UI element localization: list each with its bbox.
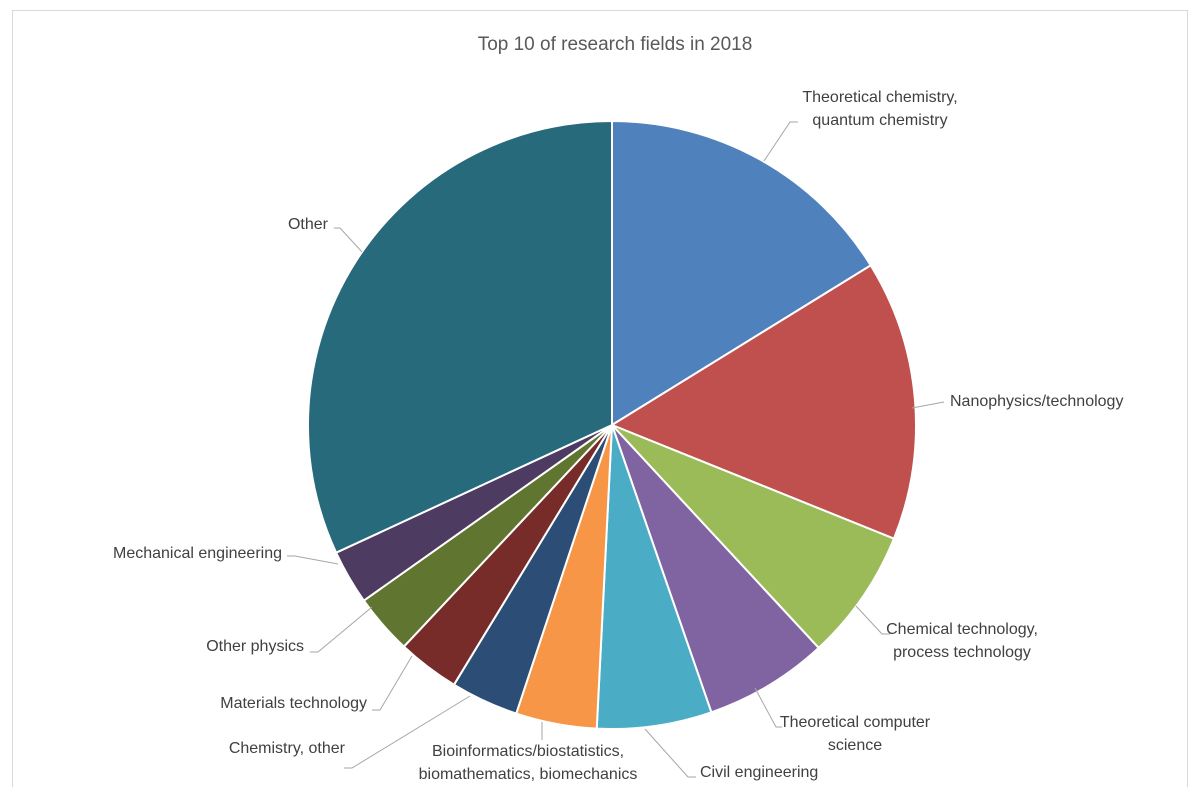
- slice-label: Mechanical engineering: [113, 545, 282, 562]
- slice-label: Theoretical computer science: [780, 714, 931, 754]
- leader-line: [310, 606, 373, 653]
- pie-slice: [609, 263, 917, 540]
- slice-label: Other physics: [206, 638, 304, 655]
- pie-slice: [306, 119, 613, 555]
- slice-label: Materials technology: [220, 695, 367, 712]
- leader-lines: [287, 121, 945, 778]
- chart-title: Top 10 of research fields in 2018: [478, 34, 753, 55]
- leader-line: [855, 605, 890, 635]
- pie-slice: [595, 424, 713, 730]
- pie-slice: [611, 424, 821, 714]
- pie-slice: [611, 119, 873, 427]
- slice-label: Theoretical chemistry, quantum chemistry: [802, 89, 957, 129]
- leader-line: [763, 121, 798, 162]
- leader-line: [372, 655, 413, 711]
- slice-labels: Theoretical chemistry, quantum chemistry N…: [113, 89, 1123, 783]
- pie-slices: [306, 119, 917, 730]
- leader-line: [754, 687, 782, 728]
- leader-line: [334, 227, 363, 253]
- slice-label: Other: [288, 216, 329, 233]
- slice-label: Chemical technology, process technology: [886, 621, 1038, 661]
- slice-label: Bioinformatics/biostatistics, biomathemat…: [419, 743, 638, 783]
- leader-line: [287, 555, 339, 565]
- slice-label: Chemistry, other: [229, 740, 346, 757]
- leader-line: [644, 728, 696, 778]
- slice-label: Nanophysics/technology: [950, 393, 1123, 410]
- leader-line: [911, 401, 945, 409]
- slice-label: Civil engineering: [700, 764, 818, 781]
- leader-line: [344, 695, 471, 769]
- pie-slice: [611, 424, 896, 650]
